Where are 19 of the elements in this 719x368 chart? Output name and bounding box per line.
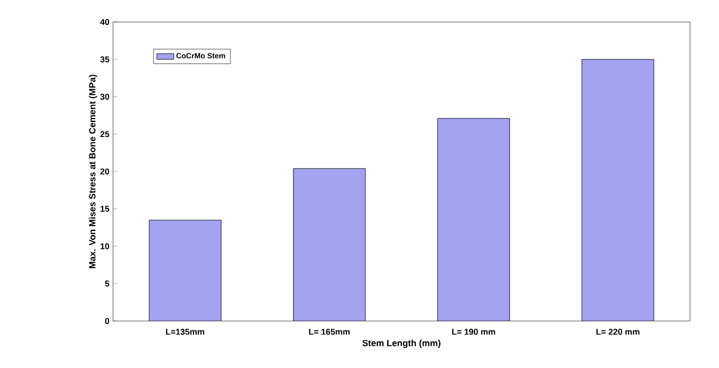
bar [437, 118, 510, 321]
y-tick-label: 40 [100, 19, 110, 25]
y-tick-label: 25 [100, 131, 110, 138]
x-axis-title: Stem Length (mm) [362, 340, 440, 348]
y-tick-label: 30 [100, 94, 110, 100]
y-axis-title: Max. Von Mises Stress at Bone Cement (MPa) [88, 74, 98, 268]
bar [148, 220, 222, 321]
x-tick-label: L= 220 mm [596, 328, 640, 335]
y-tick-label: 35 [100, 56, 110, 62]
y-tick-label: 20 [100, 168, 110, 174]
y-tick-label: 10 [100, 243, 110, 250]
y-tick-label: 5 [105, 280, 110, 287]
bar [582, 59, 654, 321]
x-tick-label: L= 165mm [309, 328, 350, 335]
y-tick-label: 15 [100, 206, 110, 212]
x-tick-label: L=135mm [166, 328, 204, 335]
bar [293, 168, 366, 321]
y-tick-label: 0 [105, 318, 110, 324]
x-tick-label: L= 190 mm [452, 328, 496, 335]
